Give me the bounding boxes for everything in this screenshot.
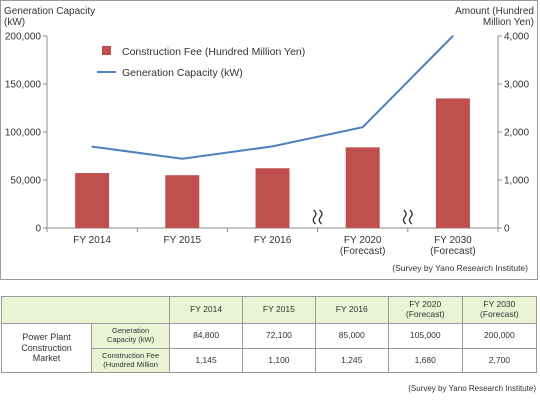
bar <box>75 173 110 228</box>
table-row-label: Construction Fee (Hundred Million <box>91 348 171 373</box>
table-header-row: FY 2014 FY 2015 FY 2016 FY 2020 (Forecas… <box>0 296 538 324</box>
left-axis-title: (kW) <box>4 17 25 28</box>
table-source-note: (Survey by Yano Research Institute) <box>408 384 536 393</box>
right-tick-label: 3,000 <box>504 80 529 91</box>
axis-break-mark <box>402 209 407 225</box>
table-row-label: Generation Capacity (kW) <box>91 323 171 349</box>
right-tick-label: 0 <box>504 224 510 235</box>
left-tick-label: 0 <box>35 224 41 235</box>
table-cell: 1,100 <box>241 348 316 373</box>
chart-frame: 0 50,000 100,000 150,000 200,000 0 1,000 2,000 3… <box>0 0 538 280</box>
table-row-group-label: Power Plant Construction Market <box>0 323 93 373</box>
x-category-label: (Forecast) <box>430 246 476 257</box>
table-header-cell: FY 2020 (Forecast) <box>387 296 463 324</box>
line-point <box>271 145 274 148</box>
x-category-label: FY 2015 <box>163 235 201 246</box>
bar <box>345 147 380 228</box>
table-cell: 2,700 <box>461 348 538 373</box>
table-header-cell: FY 2016 <box>314 296 389 324</box>
right-tick-label: 2,000 <box>504 128 529 139</box>
right-tick-label: 4,000 <box>504 32 529 43</box>
bar <box>435 98 470 229</box>
table-row: Power Plant Construction Market Generati… <box>0 323 538 373</box>
line-point <box>91 145 93 148</box>
table-cell: 200,000 <box>461 323 538 349</box>
left-tick-label: 150,000 <box>5 80 42 91</box>
axis-break-mark <box>312 209 317 225</box>
x-category-label: FY 2030 <box>434 235 472 246</box>
axis-break-mark <box>318 209 323 225</box>
legend-swatch-bar <box>102 46 111 55</box>
x-category-label: FY 2016 <box>254 235 292 246</box>
left-axis-title: Generation Capacity <box>4 6 95 17</box>
combo-chart: 0 50,000 100,000 150,000 200,000 0 1,000 2,000 3… <box>4 6 534 273</box>
table-cell: 105,000 <box>387 323 463 349</box>
table-cell: 1,145 <box>169 348 243 373</box>
axis-break-mark <box>408 209 413 225</box>
right-tick-label: 1,000 <box>504 176 529 187</box>
right-axis-title: Amount (Hundred <box>455 6 534 17</box>
legend-label: Generation Capacity (kW) <box>122 67 243 79</box>
x-category-label: FY 2014 <box>73 235 111 246</box>
table-cell: 1,680 <box>387 348 463 373</box>
table-cell: 72,100 <box>241 323 316 349</box>
left-tick-label: 50,000 <box>10 176 41 187</box>
table-cell: 84,800 <box>169 323 243 349</box>
left-tick-label: 100,000 <box>5 128 42 139</box>
right-axis-title: Million Yen) <box>483 17 534 28</box>
market-table: FY 2014 FY 2015 FY 2016 FY 2020 (Forecas… <box>0 296 538 373</box>
line-point <box>181 157 184 160</box>
table-cell: 85,000 <box>314 323 389 349</box>
table-header-cell: FY 2015 <box>241 296 316 324</box>
left-tick-label: 200,000 <box>5 32 42 43</box>
chart-source-note: (Survey by Yano Research Institute) <box>392 263 528 273</box>
x-category-label: (Forecast) <box>340 246 386 257</box>
x-category-label: FY 2020 <box>344 235 382 246</box>
line-point <box>452 35 454 37</box>
table-header-cell: FY 2030 (Forecast) <box>461 296 538 324</box>
bar <box>255 168 290 228</box>
line-point <box>361 126 364 128</box>
legend-label: Construction Fee (Hundred Million Yen) <box>122 46 305 58</box>
table-cell: 1,245 <box>314 348 389 373</box>
table-corner-cell <box>0 296 171 324</box>
table-header-cell: FY 2014 <box>169 296 243 324</box>
bar <box>165 175 200 228</box>
table-row: Construction Fee (Hundred Million 1,145 … <box>2 348 538 373</box>
